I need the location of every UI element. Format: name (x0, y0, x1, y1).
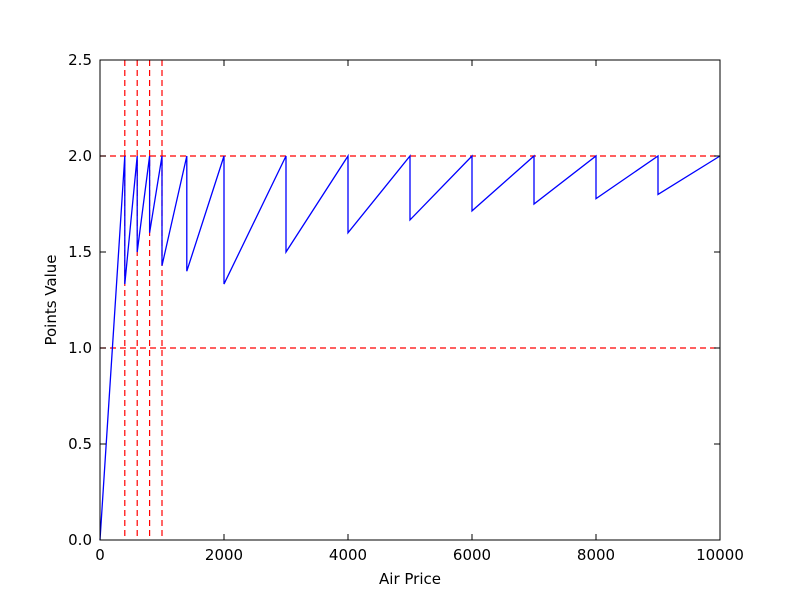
x-tick-label: 8000 (577, 546, 615, 564)
x-tick-label: 10000 (696, 546, 744, 564)
y-tick-label: 1.5 (68, 243, 92, 261)
y-tick-label: 0.5 (68, 435, 92, 453)
y-tick-label: 2.0 (68, 147, 92, 165)
y-tick-label: 0.0 (68, 531, 92, 549)
ticks-layer: 0 2000 4000 6000 8000 10000 0.0 0.5 1.0 1.5 2.0 2.5 (68, 51, 744, 564)
series-line (99, 153, 721, 541)
x-tick-label: 4000 (329, 546, 367, 564)
plot-area-background (100, 60, 720, 540)
x-tick-label: 6000 (453, 546, 491, 564)
y-tick-label: 2.5 (68, 51, 92, 69)
x-axis-label: Air Price (379, 570, 441, 588)
series-layer (99, 153, 721, 541)
plot-frame (99, 59, 721, 541)
x-tick-label: 0 (95, 546, 105, 564)
x-tick-label: 2000 (205, 546, 243, 564)
y-axis-label: Points Value (42, 254, 60, 345)
y-tick-label: 1.0 (68, 339, 92, 357)
